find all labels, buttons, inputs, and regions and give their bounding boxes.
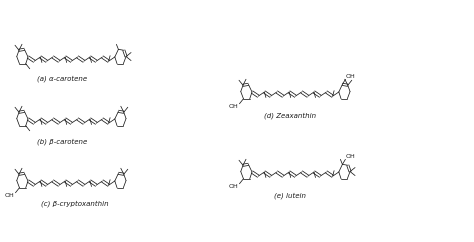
Text: (a) α-carotene: (a) α-carotene: [37, 75, 87, 82]
Text: OH: OH: [346, 154, 356, 159]
Text: OH: OH: [5, 193, 14, 198]
Text: OH: OH: [228, 184, 238, 189]
Text: (d) Zeaxanthin: (d) Zeaxanthin: [264, 112, 316, 119]
Text: (e) lutein: (e) lutein: [274, 192, 306, 199]
Text: OH: OH: [346, 74, 356, 79]
Text: OH: OH: [228, 104, 238, 109]
Text: (c) β-cryptoxanthin: (c) β-cryptoxanthin: [41, 200, 109, 207]
Text: (b) β-carotene: (b) β-carotene: [37, 138, 87, 145]
